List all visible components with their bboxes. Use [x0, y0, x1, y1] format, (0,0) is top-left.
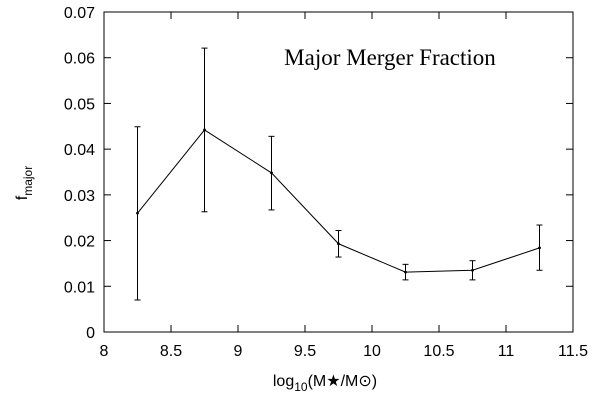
x-axis-label: log10(M★/M⊙) — [273, 373, 377, 394]
data-point — [538, 246, 541, 250]
x-tick-label: 10.5 — [423, 343, 454, 360]
x-axis-label-rest: (M★/M⊙) — [308, 373, 378, 390]
plot-frame — [103, 11, 574, 333]
error-bars — [134, 47, 543, 301]
y-tick-label: 0.07 — [64, 5, 95, 22]
y-tick-label: 0.06 — [64, 51, 95, 68]
data-point — [203, 128, 206, 132]
y-axis-label: fmajor — [14, 166, 35, 200]
x-tick-label: 11 — [498, 343, 515, 360]
y-axis-label-sub: major — [21, 166, 35, 196]
x-tick-label: 11.5 — [558, 343, 588, 360]
x-tick-label: 9.5 — [294, 343, 316, 360]
x-tick-label: 8.5 — [160, 343, 182, 360]
data-point — [337, 242, 340, 246]
chart-title: Major Merger Fraction — [284, 45, 496, 70]
x-tick-label: 10 — [363, 343, 381, 360]
y-tick-label: 0.01 — [64, 279, 95, 296]
x-axis-label-base: log — [273, 373, 294, 390]
x-tick-label: 8 — [100, 343, 109, 360]
x-axis-ticks: 8 8.5 9 9.5 10 10.5 11 11.5 — [100, 12, 588, 360]
y-tick-label: 0 — [86, 325, 95, 342]
y-tick-label: 0.05 — [64, 96, 95, 113]
data-series — [136, 128, 541, 274]
x-tick-label: 9 — [234, 343, 243, 360]
y-axis-ticks: 0 0.01 0.02 0.03 0.04 0.05 0.06 0.07 — [64, 5, 573, 342]
data-point — [471, 268, 474, 272]
y-tick-label: 0.02 — [64, 234, 95, 251]
x-axis-label-sub: 10 — [294, 380, 308, 394]
y-tick-label: 0.03 — [64, 188, 95, 205]
y-axis-label-base: f — [14, 195, 31, 200]
data-point — [270, 171, 273, 175]
data-point — [404, 270, 407, 274]
y-tick-label: 0.04 — [64, 142, 95, 159]
data-point — [136, 211, 139, 215]
